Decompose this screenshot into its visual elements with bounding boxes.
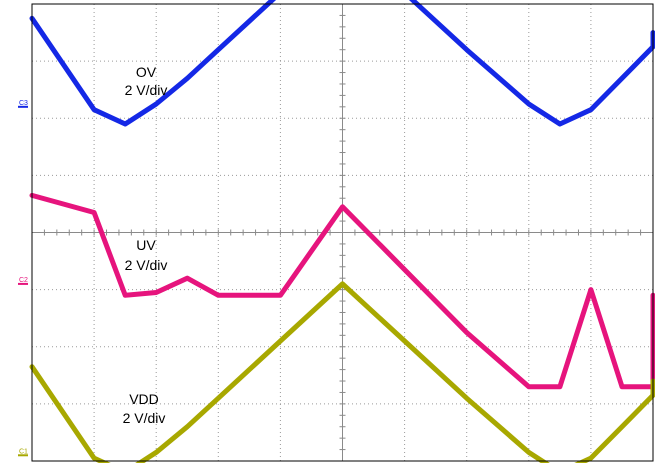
channel-c1-label: C1: [19, 448, 28, 455]
trace-c3: [29, 0, 655, 127]
trace-c1: [29, 281, 655, 463]
vdd-label: VDD: [129, 391, 159, 407]
uv-label: UV: [136, 237, 156, 253]
ov-label: OV: [136, 64, 157, 80]
graticule: [31, 3, 654, 462]
screen-frame: [31, 3, 654, 462]
channel-markers: C3 C2 C1: [18, 100, 28, 457]
trace-c2: [29, 192, 655, 390]
uv-scale-label: 2 V/div: [125, 257, 168, 273]
channel-c2-label: C2: [19, 277, 28, 284]
channel-c3-label: C3: [19, 100, 28, 107]
vdd-scale-label: 2 V/div: [123, 410, 166, 426]
ov-scale-label: 2 V/div: [125, 82, 168, 98]
traces: [29, 0, 655, 463]
